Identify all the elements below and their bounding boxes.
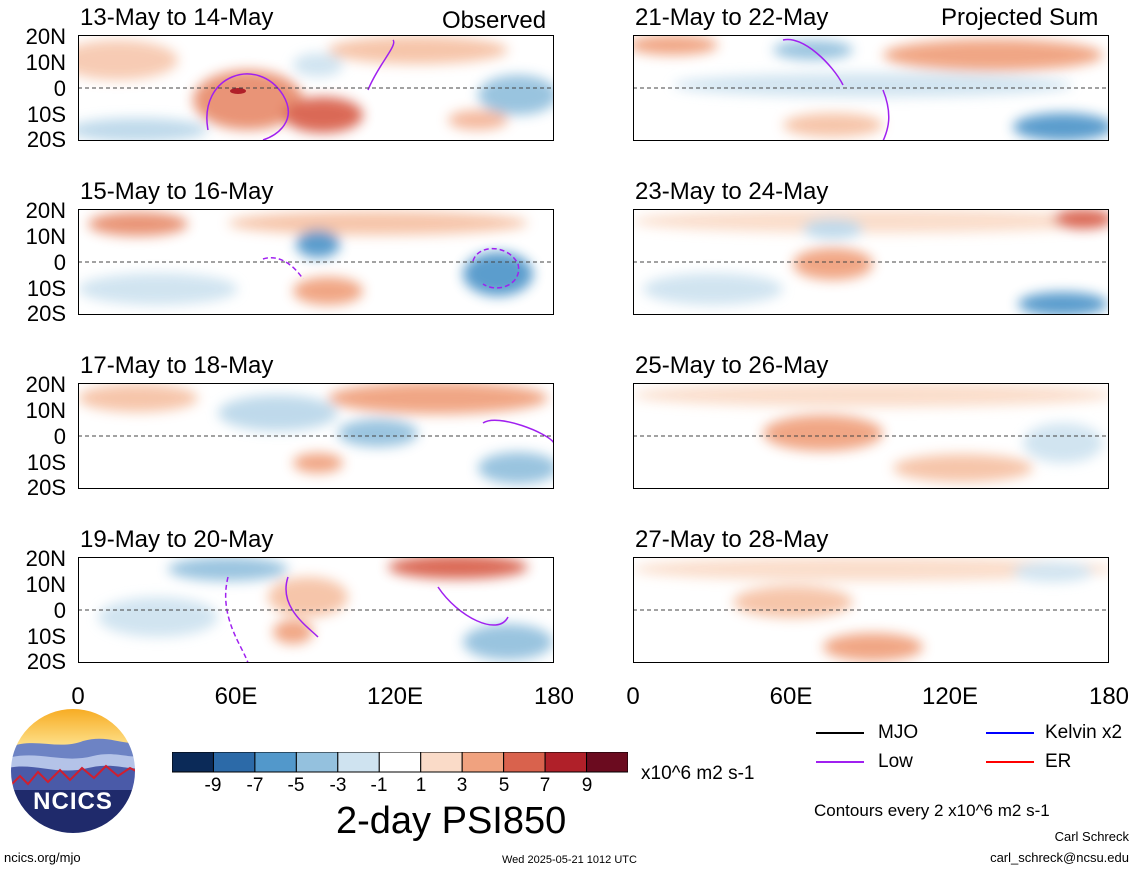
lat-label: 10N xyxy=(25,398,66,423)
colorbar-units: x10^6 m2 s-1 xyxy=(641,763,755,784)
contour-note: Contours every 2 x10^6 m2 s-1 xyxy=(814,801,1050,820)
colorbar-tick: -3 xyxy=(329,775,347,796)
lon-label: 180 xyxy=(1088,683,1130,710)
footer-email[interactable]: carl_schreck@ncsu.edu xyxy=(990,850,1129,865)
footer-author: Carl Schreck xyxy=(1054,829,1129,844)
colorbar-swatch xyxy=(461,752,505,773)
lon-label: 120E xyxy=(366,683,424,710)
lon-label: 180 xyxy=(533,683,575,710)
colorbar-tick: -5 xyxy=(287,775,305,796)
legend-label: Low xyxy=(878,751,913,772)
colorbar-swatch xyxy=(586,752,628,773)
legend-label: ER xyxy=(1045,751,1072,772)
colorbar-tick: -9 xyxy=(204,775,222,796)
colorbar-swatch xyxy=(337,752,380,773)
colorbar-tick: 7 xyxy=(539,775,551,796)
legend-swatch xyxy=(986,732,1034,734)
lon-label: 0 xyxy=(71,683,85,710)
colorbar-tick: -1 xyxy=(370,775,388,796)
map-panel-projected-4 xyxy=(633,557,1109,663)
colorbar xyxy=(172,752,628,773)
lat-label: 20N xyxy=(25,198,66,223)
lat-label: 10S xyxy=(26,102,66,127)
colorbar-tick: 9 xyxy=(581,775,593,796)
logo-text: NCICS xyxy=(33,788,113,815)
lon-label: 60E xyxy=(769,683,813,710)
lat-label: 20N xyxy=(25,24,66,49)
colorbar-ticks: -9 -7 -5 -3 -1 1 3 5 7 9 xyxy=(172,776,628,798)
lat-label: 10N xyxy=(25,572,66,597)
lat-label: 20S xyxy=(26,301,66,326)
map-panel-observed-1 xyxy=(78,35,554,141)
lat-label: 0 xyxy=(53,424,66,449)
lat-label: 20N xyxy=(25,372,66,397)
footer-timestamp: Wed 2025-05-21 1012 UTC xyxy=(502,854,637,866)
lat-label: 0 xyxy=(53,76,66,101)
panel-title: 21-May to 22-May xyxy=(635,4,829,31)
colorbar-swatch xyxy=(254,752,297,773)
legend-swatch xyxy=(816,761,864,763)
panel-title: 15-May to 16-May xyxy=(80,178,274,205)
lat-label: 20S xyxy=(26,649,66,674)
legend-swatch xyxy=(986,761,1034,763)
panel-corner-label: Observed xyxy=(442,7,547,34)
lat-label: 20N xyxy=(25,546,66,571)
lon-label: 120E xyxy=(921,683,979,710)
map-panel-observed-3 xyxy=(78,383,554,489)
legend-label: MJO xyxy=(878,722,919,743)
ncics-logo xyxy=(9,707,137,835)
lat-label: 0 xyxy=(53,598,66,623)
colorbar-swatch xyxy=(212,752,256,773)
panel-title: 19-May to 20-May xyxy=(80,526,274,553)
map-panel-projected-3 xyxy=(633,383,1109,489)
panel-title: 13-May to 14-May xyxy=(80,4,274,31)
lat-label: 20S xyxy=(26,475,66,500)
panel-title: 27-May to 28-May xyxy=(635,526,829,553)
main-title: 2-day PSI850 xyxy=(336,800,567,842)
colorbar-tick: 5 xyxy=(498,775,510,796)
colorbar-swatch xyxy=(420,752,463,773)
colorbar-swatch xyxy=(544,752,588,773)
lat-label: 10N xyxy=(25,50,66,75)
map-panel-projected-1 xyxy=(633,35,1109,141)
panel-title: 23-May to 24-May xyxy=(635,178,829,205)
map-panel-observed-2 xyxy=(78,209,554,315)
colorbar-swatch xyxy=(295,752,339,773)
colorbar-tick: 3 xyxy=(456,775,468,796)
colorbar-swatch xyxy=(172,752,214,773)
colorbar-swatch xyxy=(378,752,422,773)
map-panel-observed-4 xyxy=(78,557,554,663)
legend-swatch xyxy=(816,732,864,734)
colorbar-tick: -7 xyxy=(246,775,264,796)
lat-label: 10S xyxy=(26,624,66,649)
map-panel-projected-2 xyxy=(633,209,1109,315)
lat-label: 10N xyxy=(25,224,66,249)
lon-label: 60E xyxy=(214,683,258,710)
lat-label: 10S xyxy=(26,450,66,475)
lat-label: 20S xyxy=(26,127,66,152)
lon-label: 0 xyxy=(626,683,640,710)
legend-label: Kelvin x2 xyxy=(1045,722,1123,743)
panel-title: 17-May to 18-May xyxy=(80,352,274,379)
lat-label: 0 xyxy=(53,250,66,275)
colorbar-swatch xyxy=(503,752,546,773)
panel-corner-label: Projected Sum xyxy=(941,4,1099,31)
colorbar-tick: 1 xyxy=(415,775,427,796)
panel-title: 25-May to 26-May xyxy=(635,352,829,379)
footer-url[interactable]: ncics.org/mjo xyxy=(4,850,81,865)
lat-label: 10S xyxy=(26,276,66,301)
